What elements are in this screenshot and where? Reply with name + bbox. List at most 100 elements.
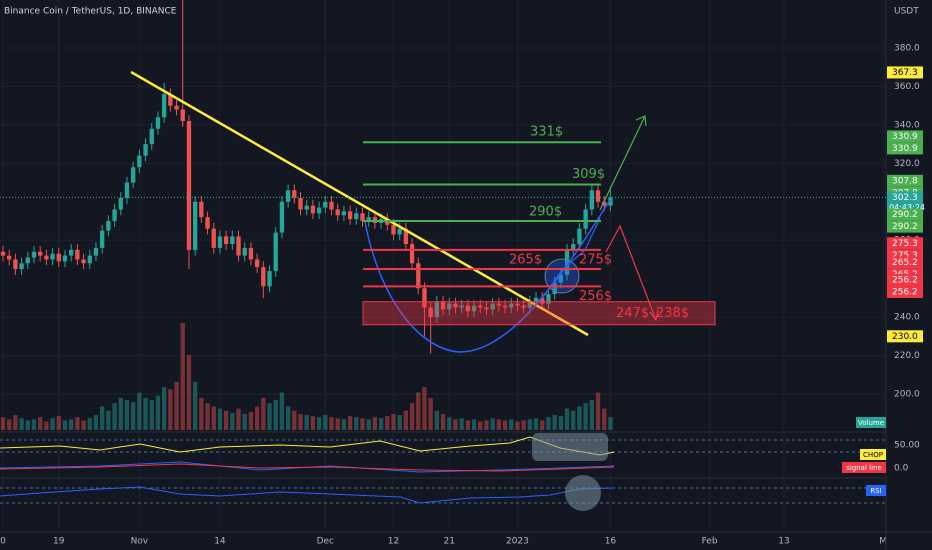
x-tick-label: 13 bbox=[778, 537, 789, 547]
zone-label: 247$ bbox=[616, 306, 649, 321]
candle-body bbox=[100, 230, 105, 248]
volume-bar bbox=[124, 400, 130, 430]
candle-body bbox=[106, 221, 111, 231]
volume-bar bbox=[143, 397, 148, 430]
candle-body bbox=[409, 244, 415, 264]
candle-body bbox=[236, 236, 241, 256]
candle-body bbox=[595, 190, 601, 202]
price-label: 290.2 bbox=[892, 210, 918, 220]
macd-line bbox=[0, 461, 615, 473]
candle-body bbox=[81, 259, 86, 264]
volume-bar bbox=[440, 413, 446, 430]
volume-bar bbox=[87, 418, 92, 430]
candle-body bbox=[7, 255, 12, 260]
candle-body bbox=[267, 270, 272, 287]
candle-body bbox=[583, 209, 588, 229]
volume-bar bbox=[168, 389, 173, 430]
volume-bar bbox=[459, 418, 464, 430]
candle-body bbox=[174, 105, 179, 110]
candle-body bbox=[62, 255, 68, 262]
volume-bar bbox=[304, 415, 309, 430]
volume-bar bbox=[484, 420, 489, 430]
candle-body bbox=[521, 305, 526, 308]
volume-bar bbox=[496, 419, 502, 430]
candle-body bbox=[186, 121, 192, 250]
candle-body bbox=[25, 257, 30, 264]
volume-bar bbox=[261, 397, 266, 430]
candle-body bbox=[602, 201, 607, 206]
volume-bar bbox=[335, 418, 340, 430]
volume-bar bbox=[93, 415, 99, 430]
volume-bar bbox=[428, 397, 433, 430]
volume-bar bbox=[354, 417, 359, 430]
indicator-level: 50.00 bbox=[894, 441, 920, 451]
signal-line bbox=[0, 463, 615, 472]
volume-bar bbox=[254, 406, 260, 430]
volume-bar bbox=[174, 381, 179, 430]
volume-bar bbox=[285, 406, 291, 430]
x-tick-label: M bbox=[879, 537, 887, 547]
candle-body bbox=[223, 236, 229, 245]
x-tick-label: 16 bbox=[605, 537, 617, 547]
candle-body bbox=[316, 207, 322, 214]
x-tick-label: 2023 bbox=[506, 537, 529, 547]
candle-body bbox=[403, 228, 409, 245]
volume-bar bbox=[564, 408, 570, 430]
zone-label: 238$ bbox=[656, 306, 689, 321]
volume-bar bbox=[292, 410, 297, 430]
trendline bbox=[130, 70, 589, 337]
indicator-label: RSI bbox=[870, 487, 881, 495]
volume-bar bbox=[38, 417, 43, 430]
volume-bar bbox=[571, 410, 576, 430]
candle-body bbox=[44, 255, 49, 260]
candle-body bbox=[69, 249, 74, 256]
volume-bar bbox=[248, 411, 254, 430]
volume-bar bbox=[112, 403, 117, 430]
volume-bar bbox=[13, 415, 18, 430]
volume-bar bbox=[199, 397, 204, 430]
price-label: 256.2 bbox=[892, 287, 918, 297]
candle-body bbox=[527, 301, 533, 308]
volume-bar bbox=[540, 420, 545, 430]
volume-bar bbox=[341, 419, 347, 430]
volume-bar bbox=[490, 418, 495, 430]
candle-body bbox=[0, 251, 6, 256]
candle-body bbox=[558, 274, 564, 283]
volume-bar bbox=[242, 413, 247, 430]
price-label-box bbox=[887, 174, 923, 187]
y-tick-label: 240.0 bbox=[894, 313, 920, 323]
level-label: 290$ bbox=[529, 205, 562, 220]
indicator-badge bbox=[860, 449, 886, 460]
level-label: 331$ bbox=[530, 125, 563, 140]
candle-body bbox=[465, 305, 471, 312]
volume-bar bbox=[137, 392, 142, 430]
candle-body bbox=[416, 263, 421, 289]
x-tick-label: 14 bbox=[214, 537, 226, 547]
volume-bar bbox=[589, 400, 594, 430]
candle-body bbox=[533, 297, 539, 302]
candle-body bbox=[564, 249, 570, 275]
countdown: 04:43:24 bbox=[889, 203, 925, 212]
candle-body bbox=[540, 297, 545, 304]
volume-bar bbox=[416, 392, 421, 430]
candle-body bbox=[391, 224, 396, 235]
price-label-box bbox=[887, 220, 923, 233]
price-label-box bbox=[887, 130, 923, 143]
volume-bar bbox=[434, 410, 440, 430]
circle bbox=[544, 258, 580, 294]
candle-body bbox=[192, 201, 198, 250]
y-tick-label: 360.0 bbox=[894, 82, 920, 92]
candle-body bbox=[50, 253, 55, 260]
candle-body bbox=[335, 209, 340, 216]
candle-body bbox=[124, 182, 130, 198]
candle-body bbox=[143, 144, 148, 156]
candle-body bbox=[608, 197, 613, 206]
indicator-badge bbox=[866, 485, 886, 496]
candle-body bbox=[13, 259, 18, 270]
candle-body bbox=[211, 228, 216, 248]
candle-body bbox=[515, 303, 520, 306]
volume-bar bbox=[509, 419, 514, 430]
volume-bar bbox=[44, 421, 49, 430]
